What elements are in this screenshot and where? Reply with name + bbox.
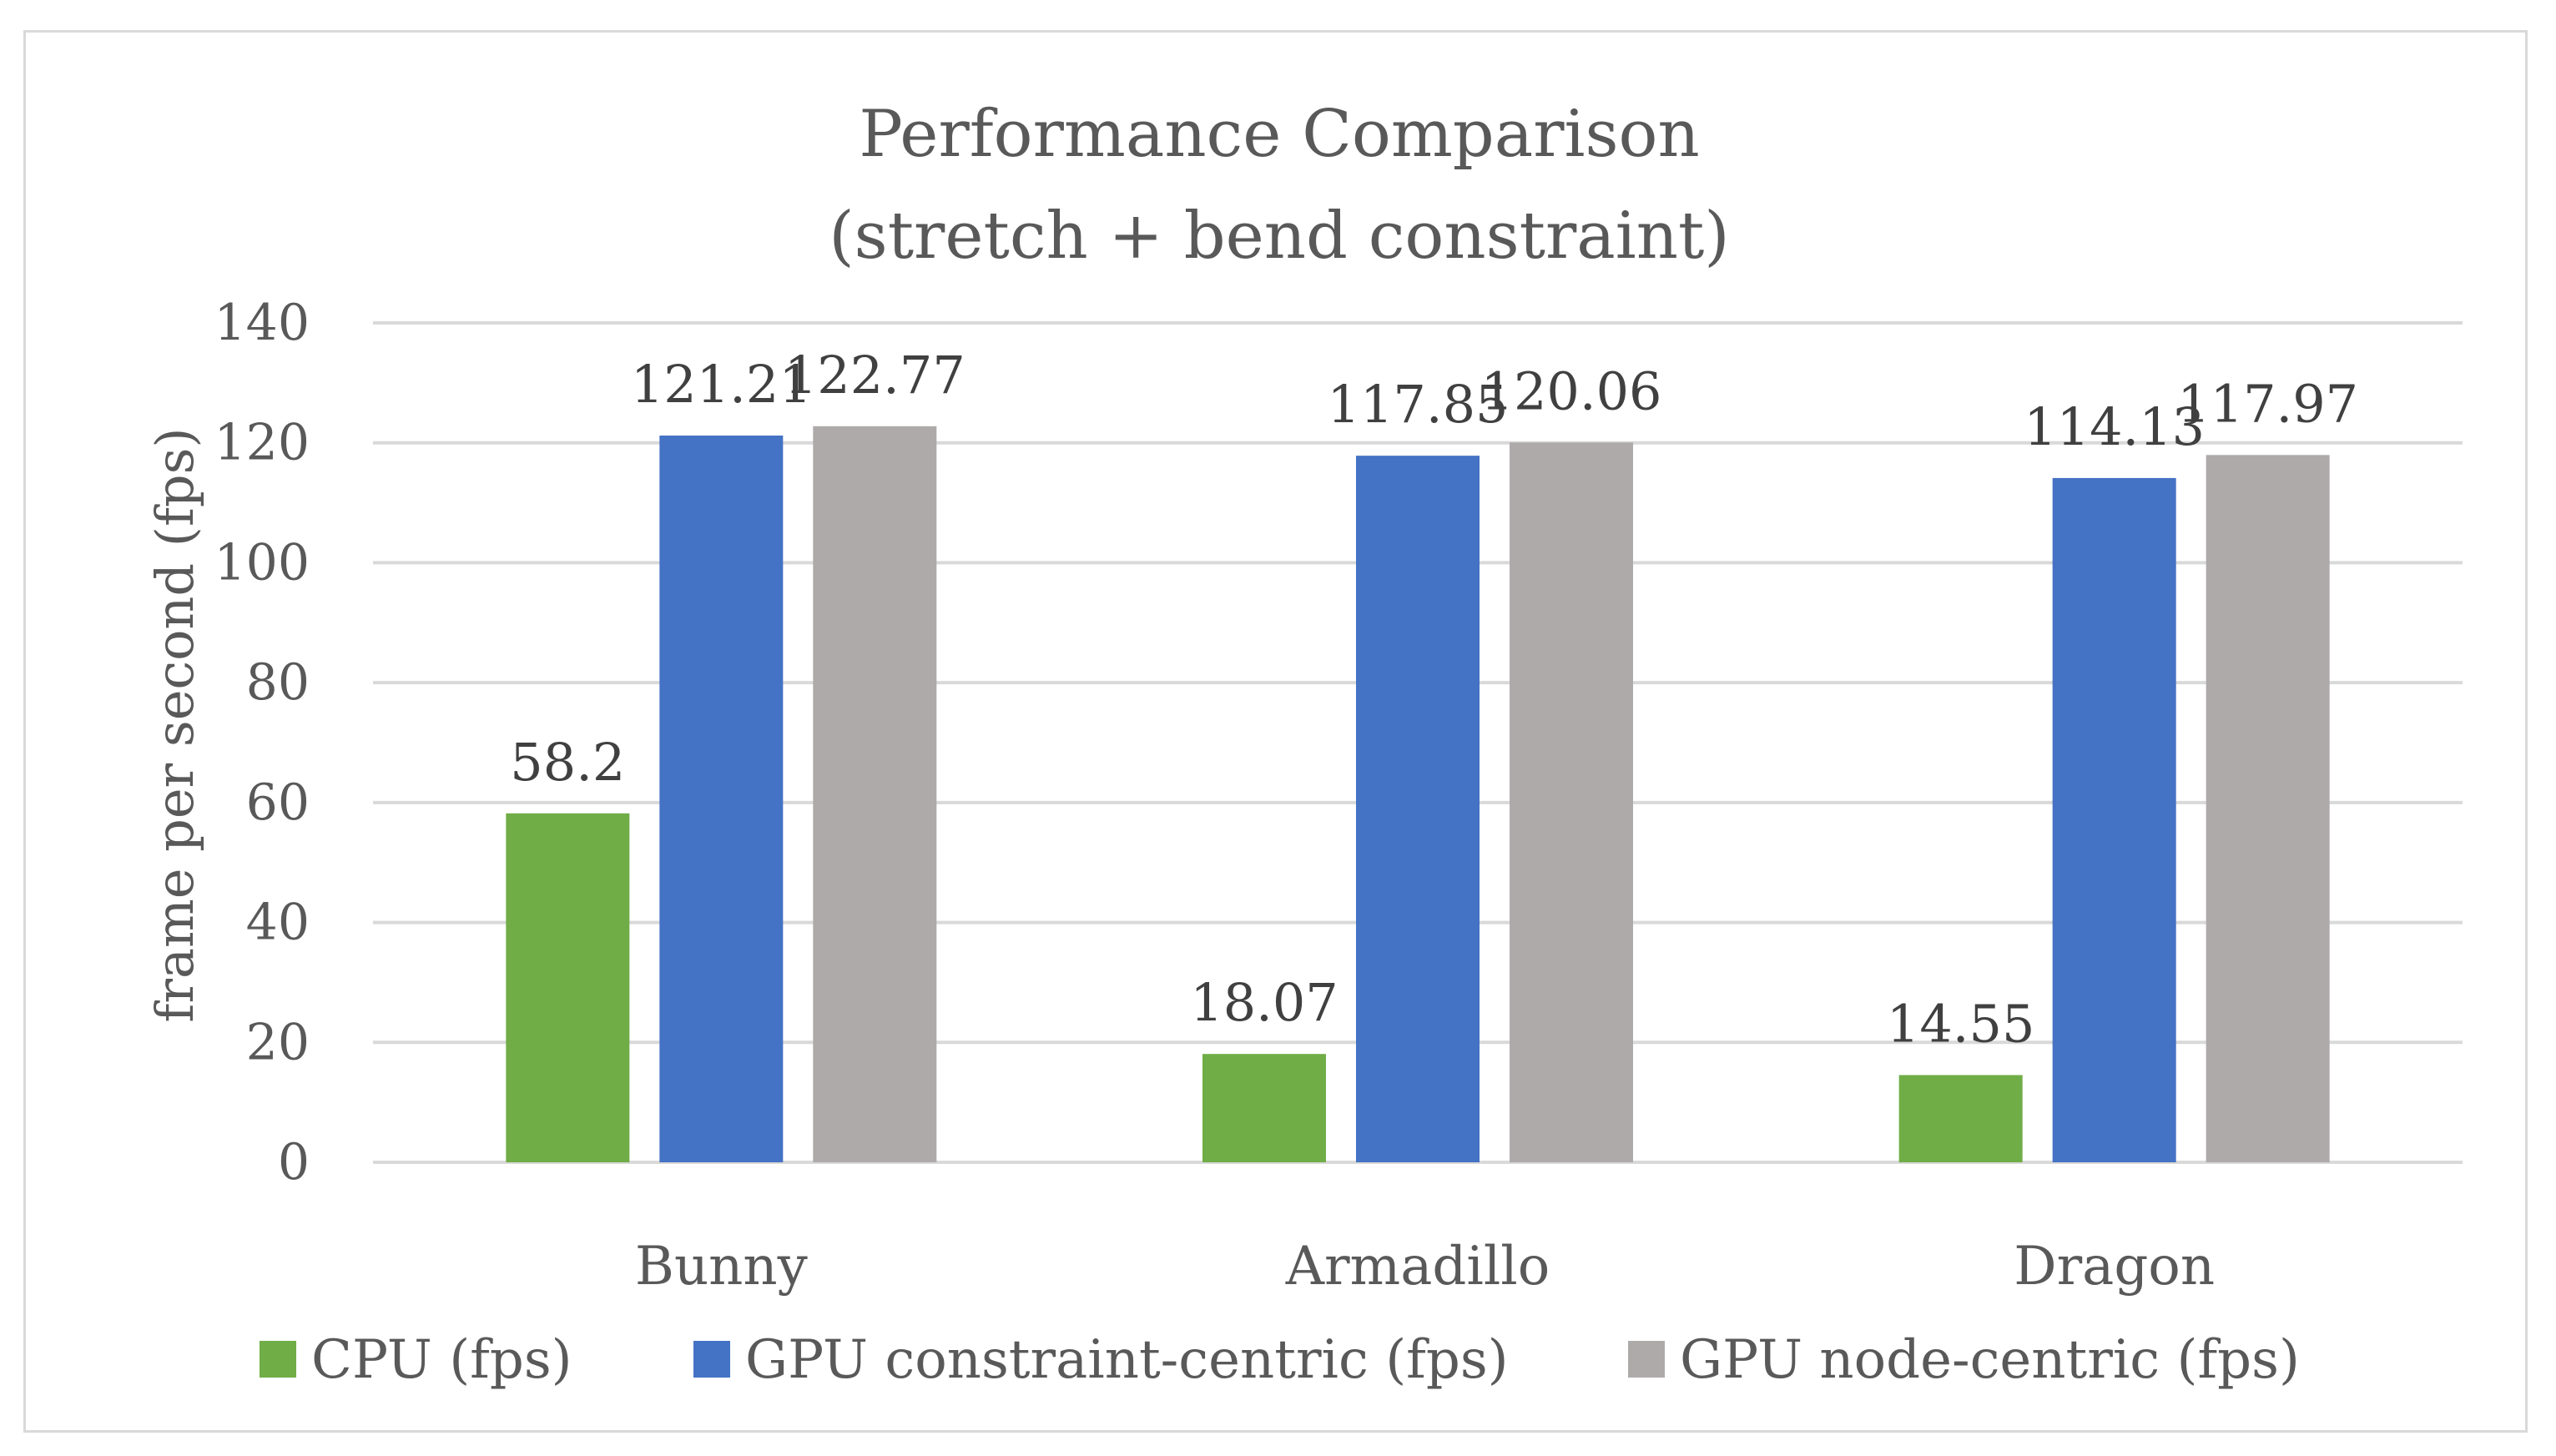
bars xyxy=(506,426,2330,1163)
legend-swatch xyxy=(1628,1341,1665,1378)
y-tick-label: 40 xyxy=(246,894,310,952)
chart-text: Performance Comparison (stretch + bend c… xyxy=(144,97,1730,1023)
y-tick-label: 80 xyxy=(246,653,310,712)
bar-bunny-series-1 xyxy=(506,813,630,1162)
bar-bunny-series-3 xyxy=(813,426,937,1163)
bar-dragon-series-1 xyxy=(1898,1075,2023,1162)
performance-bar-chart: Performance Comparison (stretch + bend c… xyxy=(144,97,2463,1391)
legend-label: GPU constraint-centric (fps) xyxy=(745,1329,1509,1391)
y-tick-label: 100 xyxy=(214,533,310,592)
data-label: 117.85 xyxy=(1328,374,1509,435)
y-tick-label: 0 xyxy=(278,1133,310,1192)
chart-title: Performance Comparison xyxy=(859,97,1699,172)
y-tick-label: 120 xyxy=(214,414,310,472)
data-label: 114.13 xyxy=(2024,396,2205,457)
legend-label: GPU node-centric (fps) xyxy=(1680,1329,2300,1391)
bar-armadillo-series-3 xyxy=(1510,442,1633,1162)
chart-subtitle: (stretch + bend constraint) xyxy=(829,199,1730,274)
data-label: 122.77 xyxy=(784,345,965,406)
legend: CPU (fps) GPU constraint-centric (fps) GPU… xyxy=(260,1329,2300,1391)
bar-bunny-series-2 xyxy=(659,436,784,1162)
data-label: 14.55 xyxy=(1887,993,2035,1054)
bar-armadillo-series-2 xyxy=(1356,456,1480,1162)
legend-swatch xyxy=(693,1341,730,1378)
y-tick-label: 60 xyxy=(246,773,310,832)
y-tick-label: 20 xyxy=(246,1013,310,1071)
data-label: 121.21 xyxy=(631,354,812,415)
data-label: 18.07 xyxy=(1190,972,1338,1033)
data-label: 117.97 xyxy=(2177,373,2358,434)
y-tick-label: 140 xyxy=(214,294,310,352)
y-axis-ticks: 0 20 40 60 80 100 120 140 xyxy=(214,294,310,1192)
bar-dragon-series-3 xyxy=(2206,455,2330,1162)
legend-swatch xyxy=(260,1341,296,1378)
data-label: 120.06 xyxy=(1481,360,1662,421)
bar-dragon-series-2 xyxy=(2052,477,2176,1162)
chart-frame: Performance Comparison (stretch + bend c… xyxy=(23,30,2528,1433)
y-axis-title: frame per second (fps) xyxy=(144,427,205,1022)
bar-armadillo-series-1 xyxy=(1202,1054,1326,1162)
x-category-label: Bunny xyxy=(635,1236,808,1297)
legend-label: CPU (fps) xyxy=(311,1329,572,1391)
x-category-label: Armadillo xyxy=(1285,1236,1550,1297)
x-axis-categories: Bunny Armadillo Dragon xyxy=(635,1236,2215,1297)
data-label: 58.2 xyxy=(510,732,625,793)
x-category-label: Dragon xyxy=(2014,1236,2215,1297)
